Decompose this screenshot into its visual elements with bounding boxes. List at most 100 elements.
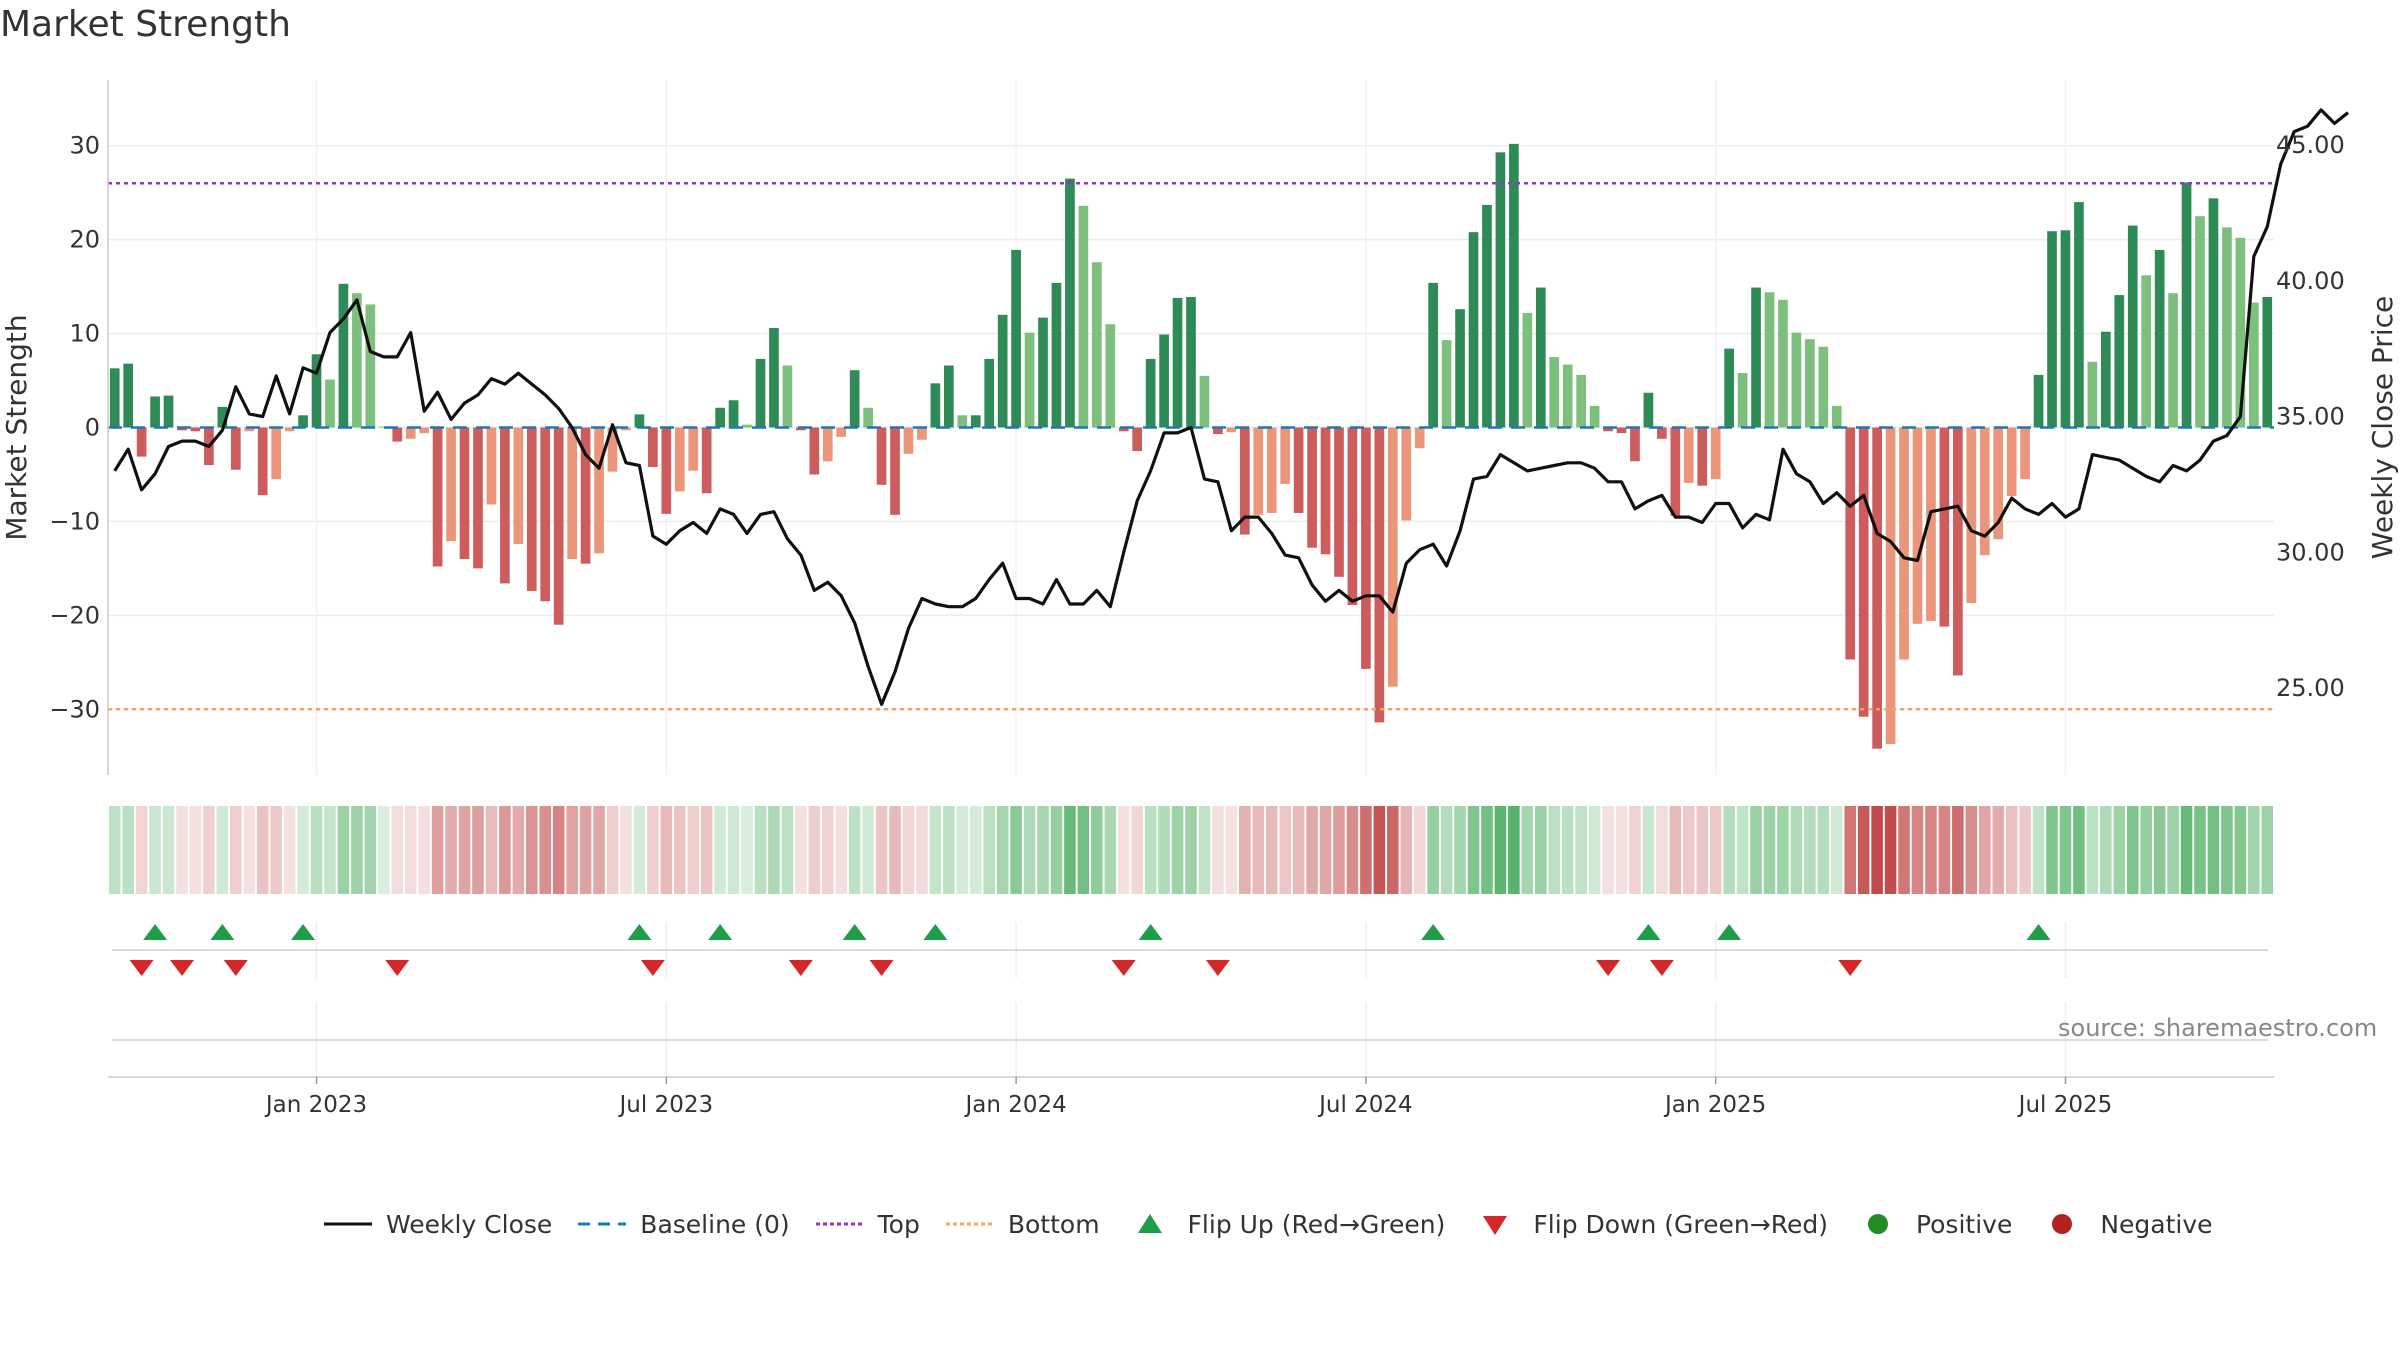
legend-label: Bottom	[1007, 1209, 1100, 1239]
heat-cell	[916, 806, 928, 894]
heat-cell	[378, 806, 390, 894]
flip-up-marker	[1421, 924, 1446, 940]
heat-cell	[203, 806, 215, 894]
flip-down-marker	[869, 960, 894, 976]
strength-bar	[1361, 427, 1371, 669]
strength-bar	[2222, 227, 2232, 428]
heat-cell	[2261, 806, 2274, 894]
heat-cell	[1952, 806, 1964, 894]
strength-bar	[473, 427, 483, 569]
strength-bar	[1993, 427, 2004, 540]
heat-cell	[1723, 806, 1735, 894]
y2-axis-title: Weekly Close Price	[2366, 296, 2399, 559]
flip-up-marker	[1138, 924, 1163, 940]
strength-bar	[1926, 427, 1936, 621]
heat-cell	[1777, 806, 1789, 894]
strength-bar	[1199, 375, 1210, 428]
strength-bar	[1670, 427, 1681, 516]
strength-bar	[890, 427, 900, 515]
heat-cell	[795, 806, 807, 894]
heat-cell	[1521, 806, 1534, 894]
heat-cell	[418, 806, 430, 894]
weekly-close-line	[113, 108, 2349, 707]
heat-cell	[1817, 806, 1830, 894]
strength-heat-strip	[108, 806, 2274, 894]
strength-bar	[1468, 232, 1479, 428]
strength-bar	[2208, 198, 2219, 428]
strength-bar	[1966, 427, 1977, 604]
heat-cell	[243, 806, 256, 894]
y-tick-label: −10	[49, 507, 100, 535]
flip-down-marker	[1205, 960, 1230, 976]
strength-bar	[2020, 427, 2030, 480]
strength-bar	[1751, 287, 1761, 428]
strength-bar	[1145, 358, 1156, 428]
heat-cell	[1198, 806, 1211, 894]
x-tick-label: Jul 2024	[1317, 1092, 1413, 1118]
legend-item-negative[interactable]: Negative	[2034, 1209, 2213, 1239]
heat-cell	[1535, 806, 1547, 894]
heat-cell	[1871, 806, 1883, 894]
strength-bar	[1710, 427, 1721, 480]
strength-bar	[1091, 262, 1102, 428]
heat-cell	[472, 806, 484, 894]
y-tick-label: 30	[69, 132, 100, 160]
legend-item-bottom[interactable]: Bottom	[942, 1209, 1100, 1239]
strength-bar	[2047, 231, 2057, 428]
strength-bar	[1737, 373, 1748, 428]
legend-label: Negative	[2100, 1209, 2213, 1239]
heat-cell	[1669, 806, 1682, 894]
strength-bar	[809, 427, 820, 475]
heat-cell	[2005, 806, 2018, 894]
heat-cell	[1467, 806, 1480, 894]
strength-bar	[580, 427, 591, 564]
strength-bar	[352, 293, 362, 428]
strength-bar	[123, 363, 134, 428]
flip-down-marker	[223, 960, 248, 976]
strength-bar	[674, 427, 685, 492]
legend-item-positive[interactable]: Positive	[1850, 1209, 2012, 1239]
legend-label: Baseline (0)	[640, 1209, 790, 1239]
flip-down-marker	[129, 960, 154, 976]
strength-bar	[648, 427, 658, 467]
heat-cell	[1387, 806, 1399, 894]
heat-cell	[647, 806, 659, 894]
strength-bar	[163, 395, 174, 428]
strength-bar	[1078, 205, 1089, 428]
heat-cell	[754, 806, 767, 894]
legend-item-baseline[interactable]: Baseline (0)	[574, 1209, 790, 1239]
strength-bar	[1226, 427, 1237, 433]
strength-bar	[271, 427, 282, 480]
strength-bar	[984, 358, 995, 428]
strength-bar	[1307, 427, 1317, 548]
heat-cell	[108, 806, 121, 894]
heat-cell	[1844, 806, 1857, 894]
strength-bar	[2248, 302, 2259, 428]
legend-item-flip-down[interactable]: Flip Down (Green→Red)	[1467, 1209, 1828, 1239]
strength-bar	[136, 427, 147, 457]
heat-cell	[1306, 806, 1318, 894]
y-tick-label: 0	[85, 414, 100, 442]
legend-item-top[interactable]: Top	[812, 1209, 920, 1239]
heat-cell	[2113, 806, 2126, 894]
legend-item-flip-up[interactable]: Flip Up (Red→Green)	[1122, 1209, 1445, 1239]
heat-cell	[176, 806, 188, 894]
heat-cell	[633, 806, 646, 894]
strength-bar	[419, 427, 429, 434]
heat-cell	[1319, 806, 1332, 894]
strength-bar	[1293, 427, 1304, 513]
legend-item-weekly-close[interactable]: Weekly Close	[320, 1209, 552, 1239]
strength-bar	[2127, 225, 2138, 428]
strength-bar	[1051, 282, 1062, 428]
x-tick-label: Jan 2023	[264, 1092, 367, 1118]
heat-cell	[1615, 806, 1628, 894]
heat-cell	[1790, 806, 1803, 894]
strength-bar	[459, 427, 470, 559]
strength-bar	[2262, 296, 2273, 428]
strength-bar	[715, 407, 725, 428]
strength-bar	[1603, 427, 1613, 432]
heat-cell	[1804, 806, 1816, 894]
heat-cell	[1144, 806, 1157, 894]
circle-icon	[2052, 1214, 2073, 1234]
